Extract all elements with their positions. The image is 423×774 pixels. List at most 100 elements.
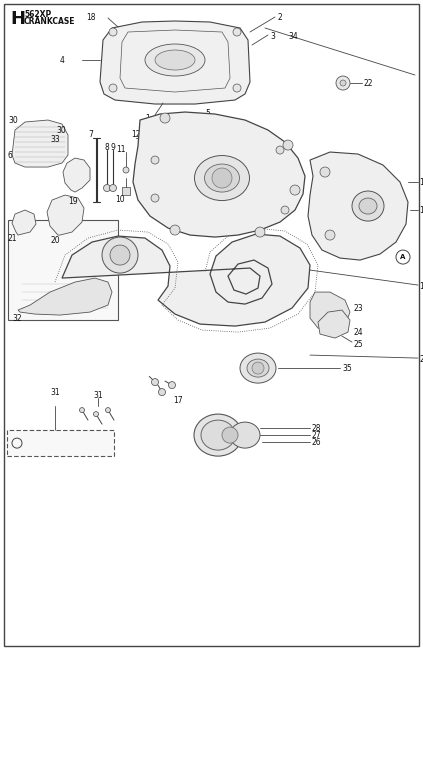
Circle shape — [325, 230, 335, 240]
Text: 31: 31 — [93, 391, 103, 399]
Ellipse shape — [240, 353, 276, 383]
Polygon shape — [12, 120, 68, 167]
Circle shape — [159, 389, 165, 396]
Circle shape — [212, 168, 232, 188]
Ellipse shape — [230, 422, 260, 448]
Text: 24: 24 — [353, 327, 363, 337]
Text: 25: 25 — [353, 340, 363, 348]
Text: 13: 13 — [161, 135, 170, 143]
Text: 14: 14 — [419, 177, 423, 187]
Circle shape — [93, 412, 99, 416]
Ellipse shape — [194, 414, 242, 456]
Text: 35: 35 — [342, 364, 352, 372]
Text: 29: 29 — [419, 354, 423, 364]
Text: Set of gaskets: Set of gaskets — [25, 439, 79, 447]
Circle shape — [110, 184, 116, 191]
Bar — [8, 220, 118, 320]
Ellipse shape — [247, 359, 269, 377]
Circle shape — [283, 140, 293, 150]
Text: 34: 34 — [288, 32, 298, 40]
Text: 31: 31 — [50, 388, 60, 396]
Text: 3: 3 — [270, 32, 275, 40]
Circle shape — [151, 378, 159, 385]
Circle shape — [276, 146, 284, 154]
Circle shape — [170, 225, 180, 235]
Circle shape — [281, 206, 289, 214]
Circle shape — [105, 408, 110, 413]
Text: 9: 9 — [110, 142, 115, 152]
Ellipse shape — [204, 164, 239, 192]
Circle shape — [233, 28, 241, 36]
FancyBboxPatch shape — [7, 430, 114, 456]
Circle shape — [233, 84, 241, 92]
Text: 8: 8 — [104, 142, 110, 152]
Text: A: A — [400, 254, 406, 260]
Text: 11: 11 — [116, 145, 126, 153]
Circle shape — [255, 227, 265, 237]
Text: 12: 12 — [131, 129, 141, 139]
Circle shape — [109, 84, 117, 92]
Text: CRANKCASE: CRANKCASE — [24, 17, 75, 26]
Polygon shape — [62, 234, 310, 326]
Ellipse shape — [359, 198, 377, 214]
Circle shape — [290, 185, 300, 195]
Text: 16: 16 — [419, 282, 423, 290]
Text: 4: 4 — [60, 56, 65, 64]
Polygon shape — [12, 210, 36, 235]
Polygon shape — [310, 292, 350, 332]
Circle shape — [222, 427, 238, 443]
Text: 23: 23 — [353, 303, 363, 313]
Text: 2: 2 — [277, 12, 282, 22]
Text: 10: 10 — [115, 194, 125, 204]
Polygon shape — [133, 112, 305, 237]
Text: 18: 18 — [86, 12, 96, 22]
Text: 21: 21 — [8, 234, 17, 242]
Text: A: A — [14, 440, 19, 446]
Text: 30: 30 — [8, 115, 18, 125]
Text: 22: 22 — [364, 78, 374, 87]
Text: H: H — [10, 10, 25, 28]
Ellipse shape — [201, 420, 235, 450]
Circle shape — [80, 408, 85, 413]
Text: 32: 32 — [12, 313, 22, 323]
Text: 28: 28 — [312, 423, 321, 433]
Text: 17: 17 — [173, 396, 183, 405]
Polygon shape — [100, 21, 250, 104]
Circle shape — [104, 184, 110, 191]
Text: 33: 33 — [50, 135, 60, 143]
Ellipse shape — [352, 191, 384, 221]
Circle shape — [160, 113, 170, 123]
Circle shape — [102, 237, 138, 273]
Text: 19: 19 — [68, 197, 78, 206]
Text: 20: 20 — [50, 235, 60, 245]
Circle shape — [110, 245, 130, 265]
Circle shape — [151, 194, 159, 202]
Circle shape — [336, 76, 350, 90]
Polygon shape — [318, 310, 350, 338]
Circle shape — [252, 362, 264, 374]
Circle shape — [340, 80, 346, 86]
Circle shape — [151, 156, 159, 164]
Text: 26: 26 — [312, 437, 321, 447]
Bar — [122, 187, 130, 195]
Polygon shape — [47, 195, 84, 235]
Text: 562XP: 562XP — [24, 10, 51, 19]
Polygon shape — [18, 278, 112, 315]
Ellipse shape — [155, 50, 195, 70]
Circle shape — [168, 382, 176, 389]
Text: 15: 15 — [419, 206, 423, 214]
Circle shape — [123, 167, 129, 173]
Text: 1: 1 — [146, 114, 150, 122]
Circle shape — [151, 138, 159, 146]
Circle shape — [109, 28, 117, 36]
Polygon shape — [308, 152, 408, 260]
Text: 5: 5 — [206, 108, 210, 118]
Text: 27: 27 — [312, 430, 321, 440]
Ellipse shape — [145, 44, 205, 76]
Polygon shape — [63, 158, 90, 192]
Text: 6: 6 — [8, 150, 13, 159]
Circle shape — [320, 167, 330, 177]
Ellipse shape — [195, 156, 250, 200]
Text: 7: 7 — [88, 129, 93, 139]
Text: 30: 30 — [56, 125, 66, 135]
